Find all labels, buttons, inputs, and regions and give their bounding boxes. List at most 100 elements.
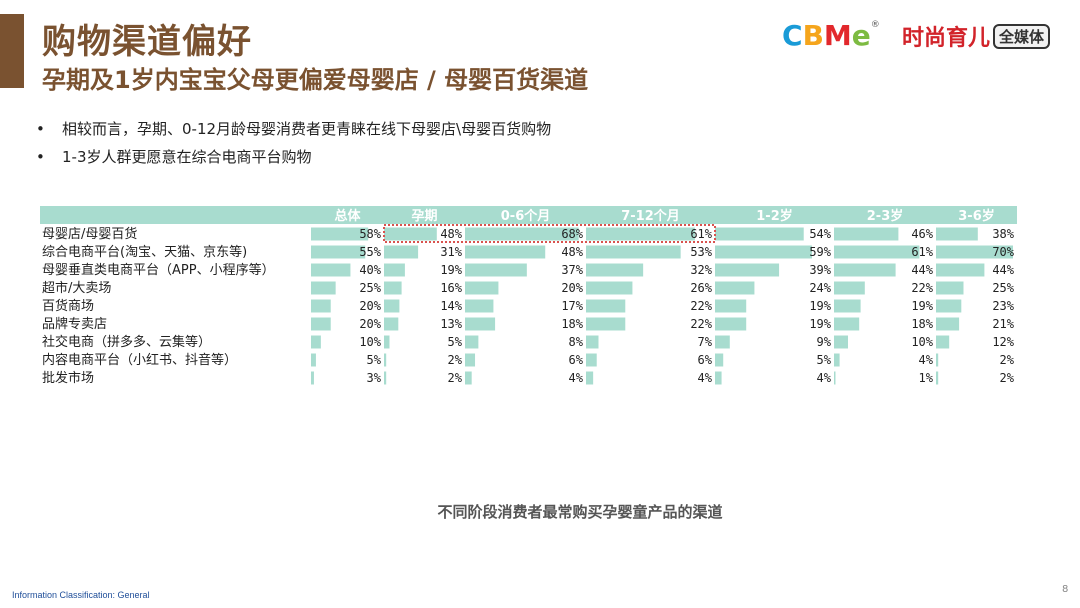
data-label: 12% xyxy=(992,335,1014,349)
data-label: 70% xyxy=(992,245,1014,259)
column-header: 3-6岁 xyxy=(958,208,995,224)
data-label: 23% xyxy=(992,299,1014,313)
data-label: 32% xyxy=(690,263,712,277)
row-label: 百货商场 xyxy=(42,298,94,314)
data-label: 22% xyxy=(911,281,933,295)
data-label: 18% xyxy=(561,317,583,331)
data-label: 7% xyxy=(698,335,713,349)
cbme-letter-e: e xyxy=(851,19,871,52)
data-bar xyxy=(715,281,755,295)
bullet-text: 1-3岁人群更愿意在综合电商平台购物 xyxy=(62,148,312,166)
data-label: 46% xyxy=(911,227,933,241)
data-bar xyxy=(311,281,336,295)
data-label: 5% xyxy=(448,335,463,349)
data-label: 21% xyxy=(992,317,1014,331)
data-label: 58% xyxy=(359,227,381,241)
data-label: 38% xyxy=(992,227,1014,241)
data-label: 20% xyxy=(359,317,381,331)
data-bar xyxy=(384,371,387,385)
data-bar xyxy=(586,299,626,313)
data-label: 6% xyxy=(569,353,584,367)
chart-caption: 不同阶段消费者最常购买孕婴童产品的渠道 xyxy=(437,503,723,521)
data-label: 6% xyxy=(698,353,713,367)
row-label: 批发市场 xyxy=(42,370,94,386)
data-label: 5% xyxy=(367,353,382,367)
data-label: 4% xyxy=(569,371,584,385)
row-label: 社交电商（拼多多、云集等） xyxy=(42,334,211,350)
page-number: 8 xyxy=(1062,584,1069,595)
data-bar xyxy=(715,353,724,367)
data-bar xyxy=(936,227,978,241)
page-subtitle: 孕期及1岁内宝宝父母更偏爱母婴店 / 母婴百货渠道 xyxy=(42,66,589,94)
data-label: 2% xyxy=(1000,353,1015,367)
data-label: 2% xyxy=(1000,371,1015,385)
column-header: 0-6个月 xyxy=(501,208,551,224)
data-bar xyxy=(311,371,314,385)
data-bar xyxy=(936,335,950,349)
data-label: 4% xyxy=(817,371,832,385)
cbme-letter-c: C xyxy=(782,19,803,52)
data-bar xyxy=(834,227,899,241)
data-bar xyxy=(936,371,939,385)
data-bar xyxy=(384,245,419,259)
data-bar xyxy=(586,263,644,277)
data-bar xyxy=(936,263,985,277)
data-bar xyxy=(936,317,960,331)
data-label: 25% xyxy=(992,281,1014,295)
data-bar xyxy=(586,335,599,349)
data-label: 19% xyxy=(911,299,933,313)
bullet-list: • 相较而言，孕期、0-12月龄母婴消费者更青睐在线下母婴店\母婴百货购物 • 1-… xyxy=(36,118,551,174)
information-classification: Information Classification: General xyxy=(12,590,150,600)
column-header: 2-3岁 xyxy=(867,208,904,224)
data-bar xyxy=(384,299,400,313)
data-label: 44% xyxy=(992,263,1014,277)
data-bar xyxy=(715,299,747,313)
data-bar xyxy=(586,353,597,367)
data-bar xyxy=(715,245,812,259)
data-bar xyxy=(586,281,633,295)
data-bar xyxy=(311,245,366,259)
data-label: 16% xyxy=(440,281,462,295)
data-label: 54% xyxy=(809,227,831,241)
data-bar xyxy=(936,245,1013,259)
data-label: 4% xyxy=(919,353,934,367)
data-bar xyxy=(465,227,579,241)
data-label: 68% xyxy=(561,227,583,241)
bullet-dot: • xyxy=(36,148,45,166)
data-label: 22% xyxy=(690,299,712,313)
data-bar xyxy=(586,317,626,331)
data-label: 19% xyxy=(809,299,831,313)
page-title: 购物渠道偏好 xyxy=(42,22,252,62)
column-header: 7-12个月 xyxy=(621,208,680,224)
data-bar xyxy=(465,353,476,367)
data-bar xyxy=(834,353,840,367)
data-label: 19% xyxy=(809,317,831,331)
data-label: 48% xyxy=(561,245,583,259)
data-bar xyxy=(715,263,780,277)
data-bar xyxy=(715,227,804,241)
data-bar xyxy=(834,299,861,313)
data-label: 37% xyxy=(561,263,583,277)
bullet-item: • 1-3岁人群更愿意在综合电商平台购物 xyxy=(36,146,551,174)
data-bar xyxy=(834,317,860,331)
data-label: 10% xyxy=(359,335,381,349)
data-bar xyxy=(465,281,499,295)
data-label: 53% xyxy=(690,245,712,259)
data-bar xyxy=(834,371,836,385)
data-bar xyxy=(384,335,390,349)
data-label: 22% xyxy=(690,317,712,331)
data-bar xyxy=(384,263,405,277)
registered-mark: ® xyxy=(870,20,880,30)
data-label: 40% xyxy=(359,263,381,277)
data-label: 14% xyxy=(440,299,462,313)
data-bar xyxy=(715,335,730,349)
data-label: 44% xyxy=(911,263,933,277)
data-bar xyxy=(465,335,479,349)
data-bar xyxy=(311,263,351,277)
data-label: 31% xyxy=(440,245,462,259)
data-label: 5% xyxy=(817,353,832,367)
data-label: 61% xyxy=(690,227,712,241)
data-bar xyxy=(311,317,331,331)
data-bar xyxy=(465,317,496,331)
